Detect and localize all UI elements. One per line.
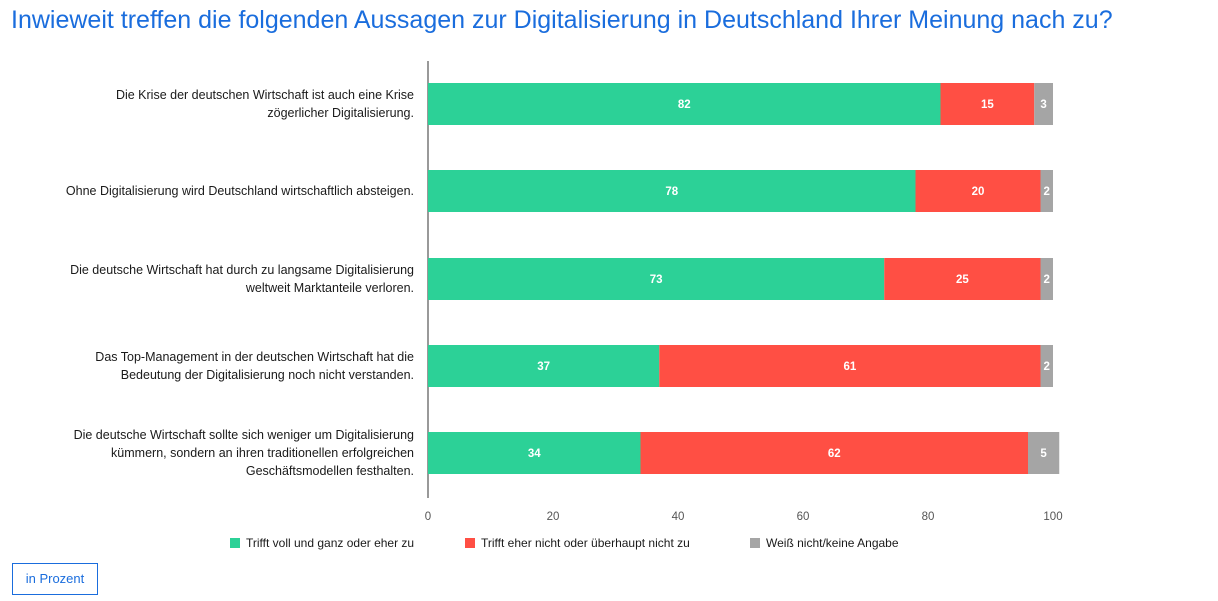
bar-value-label-5-2: 62 xyxy=(828,448,841,460)
chart-title: Inwieweit treffen die folgenden Aussagen… xyxy=(11,6,1113,34)
x-tick-label-0: 0 xyxy=(425,511,431,523)
bar-segment-1-2 xyxy=(940,83,1035,125)
legend-label-1: Trifft voll und ganz oder eher zu xyxy=(246,536,414,550)
bar-value-label-2-2: 20 xyxy=(972,186,985,198)
category-label-4: Das Top-Management in der deutschen Wirt… xyxy=(95,350,414,382)
bar-value-label-3-1: 73 xyxy=(650,274,663,286)
bar-value-label-2-3: 2 xyxy=(1044,186,1050,198)
bar-segment-4-2 xyxy=(659,345,1041,387)
bar-value-label-4-2: 61 xyxy=(843,361,856,373)
legend-label-3: Weiß nicht/keine Angabe xyxy=(766,536,899,550)
x-tick-label-60: 60 xyxy=(797,511,810,523)
bar-value-label-4-1: 37 xyxy=(537,361,550,373)
unit-note-button[interactable]: in Prozent xyxy=(12,563,98,595)
bar-value-label-1-2: 15 xyxy=(981,99,994,111)
category-label-5: Die deutsche Wirtschaft sollte sich weni… xyxy=(74,428,414,478)
bar-segment-2-1 xyxy=(428,170,916,212)
legend-swatch-3 xyxy=(750,538,760,548)
legend-swatch-1 xyxy=(230,538,240,548)
x-tick-label-100: 100 xyxy=(1043,511,1062,523)
bar-segment-5-2 xyxy=(640,432,1028,474)
x-tick-label-20: 20 xyxy=(547,511,560,523)
category-label-1: Die Krise der deutschen Wirtschaft ist a… xyxy=(116,88,414,120)
bar-segment-1-3 xyxy=(1034,83,1053,125)
bar-segment-4-1 xyxy=(428,345,660,387)
bar-value-label-5-1: 34 xyxy=(528,448,541,460)
category-label-2: Ohne Digitalisierung wird Deutschland wi… xyxy=(66,184,414,198)
legend-swatch-2 xyxy=(465,538,475,548)
bar-value-label-4-3: 2 xyxy=(1044,361,1050,373)
bar-value-label-3-3: 2 xyxy=(1044,274,1050,286)
x-tick-label-80: 80 xyxy=(922,511,935,523)
bar-segment-3-1 xyxy=(428,258,885,300)
bar-value-label-1-3: 3 xyxy=(1040,99,1046,111)
bar-segment-2-2 xyxy=(915,170,1041,212)
bar-value-label-2-1: 78 xyxy=(665,186,678,198)
bar-segment-2-3 xyxy=(1040,170,1053,212)
bar-segment-5-3 xyxy=(1028,432,1060,474)
bar-segment-3-2 xyxy=(884,258,1041,300)
bar-segment-3-3 xyxy=(1040,258,1053,300)
category-label-3: Die deutsche Wirtschaft hat durch zu lan… xyxy=(70,263,414,295)
bar-segment-5-1 xyxy=(428,432,641,474)
bar-value-label-3-2: 25 xyxy=(956,274,969,286)
bar-segment-4-3 xyxy=(1040,345,1053,387)
x-tick-label-40: 40 xyxy=(672,511,685,523)
bar-segment-1-1 xyxy=(428,83,941,125)
legend-label-2: Trifft eher nicht oder überhaupt nicht z… xyxy=(481,536,690,550)
bar-value-label-5-3: 5 xyxy=(1040,448,1047,460)
bar-value-label-1-1: 82 xyxy=(678,99,691,111)
